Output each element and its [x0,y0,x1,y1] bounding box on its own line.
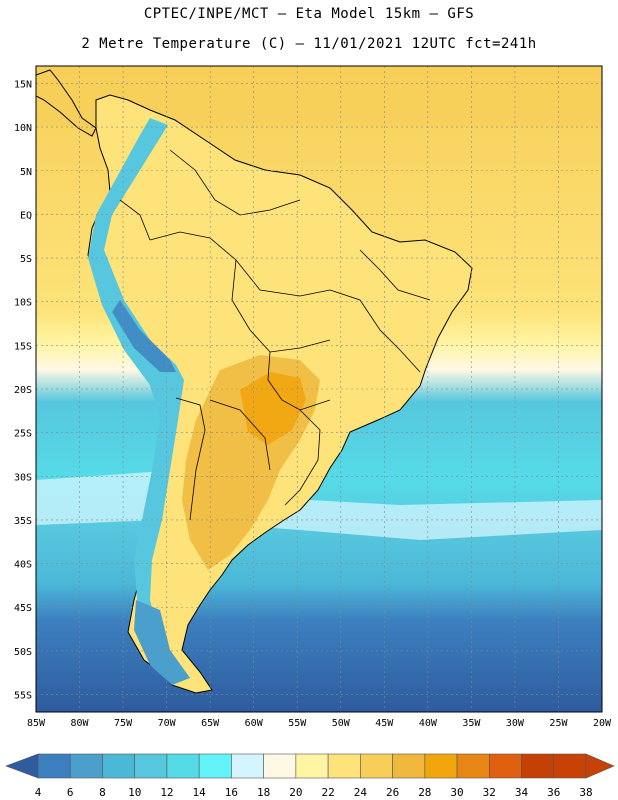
colorbar-swatch [134,753,168,779]
lat-label: 10S [14,298,32,309]
lat-label: 50S [14,647,32,658]
lon-label: 25W [549,718,568,729]
lon-label: 70W [158,718,177,729]
colorbar-swatch [166,753,200,779]
country-borders [119,149,431,521]
lat-label: 30S [14,472,32,483]
lat-label: 10N [14,123,32,134]
lon-label: 30W [506,718,525,729]
colorbar-high-arrow [585,753,615,779]
colorbar-swatch [424,753,458,779]
colorbar-tick-label: 36 [547,786,560,799]
colorbar-tick-label: 12 [160,786,173,799]
colorbar-tick-label: 34 [515,786,529,799]
lat-label: EQ [20,210,32,221]
lat-label: 45S [14,603,32,614]
colorbar-tick-label: 22 [321,786,334,799]
colorbar-swatch [327,753,361,779]
patagonia-tip-cold [134,600,190,685]
colorbar-tick-label: 16 [225,786,238,799]
lat-label: 35S [14,516,32,527]
colorbar-tick-label: 38 [579,786,592,799]
lon-label: 35W [462,718,481,729]
colorbar-tick-label: 30 [450,786,463,799]
colorbar-tick-label: 8 [99,786,106,799]
colorbar-swatch [102,753,136,779]
central-america-land [36,69,97,137]
lon-label: 60W [245,718,264,729]
andes-high-peaks [112,300,176,372]
lon-label: 50W [332,718,351,729]
chart-title-line1: CPTEC/INPE/MCT – Eta Model 15km – GFS [143,6,475,22]
lat-label: 15N [14,79,32,90]
colorbar-swatch [392,753,426,779]
andes-cold-band [88,118,184,645]
lat-label: 55S [14,691,32,702]
lat-label: 5N [20,167,32,178]
lon-label: 75W [114,718,133,729]
colorbar-tick-label: 10 [128,786,141,799]
colorbar-tick-label: 18 [257,786,270,799]
colorbar-tick-label: 4 [35,786,42,799]
lon-label: 40W [419,718,438,729]
chart-title-line2: 2 Metre Temperature (C) – 11/01/2021 12U… [81,36,537,52]
colorbar-swatch [37,753,71,779]
colorbar-tick-label: 24 [354,786,368,799]
lat-label: 5S [20,254,32,265]
colorbar-swatch [456,753,490,779]
map-frame [35,65,603,713]
colorbar-tick-label: 20 [289,786,302,799]
colorbar-swatch [553,753,587,779]
latitude-labels: 15N 10N 5N EQ 5S 10S 15S 20S 25S 30S 35S 40S 45S 50S 5… [14,79,32,701]
map-figure: 15N 10N 5N EQ 5S 10S 15S 20S 25S 30S 35S 40S 45S 50S 5… [14,65,612,729]
longitude-labels: 85W 80W 75W 70W 65W 60W 55W 50W 45W 40W 35W 30W 25W 2… [27,718,612,729]
color-legend: 4 6 8 10 12 14 16 18 20 22 24 26 28 30 32 34 36 38 [5,753,615,799]
colorbar-swatch [521,753,555,779]
map-field [36,66,602,712]
lat-label: 40S [14,560,32,571]
grid-lines [36,66,602,712]
hot-spot-paraguay [240,372,306,445]
colorbar-swatch [231,753,264,779]
colorbar-swatch [360,753,393,779]
lat-label: 15S [14,341,32,352]
colorbar-swatch [488,753,522,779]
colorbar-tick-label: 26 [386,786,399,799]
colorbar-swatch [295,753,329,779]
colorbar-tick-label: 28 [418,786,431,799]
lon-label: 45W [375,718,394,729]
colorbar-tick-label: 6 [67,786,74,799]
colorbar-swatch [198,753,232,779]
colorbar-swatch [69,753,103,779]
colorbar-tick-label: 14 [193,786,207,799]
lon-label: 80W [71,718,90,729]
lon-label: 20W [593,718,612,729]
lon-label: 65W [201,718,220,729]
colorbar-tick-label: 32 [483,786,496,799]
lon-label: 85W [27,718,46,729]
lat-label: 20S [14,385,32,396]
colorbar-low-arrow [5,753,39,779]
lat-label: 25S [14,429,32,440]
colorbar-swatch [263,753,297,779]
lon-label: 55W [288,718,307,729]
